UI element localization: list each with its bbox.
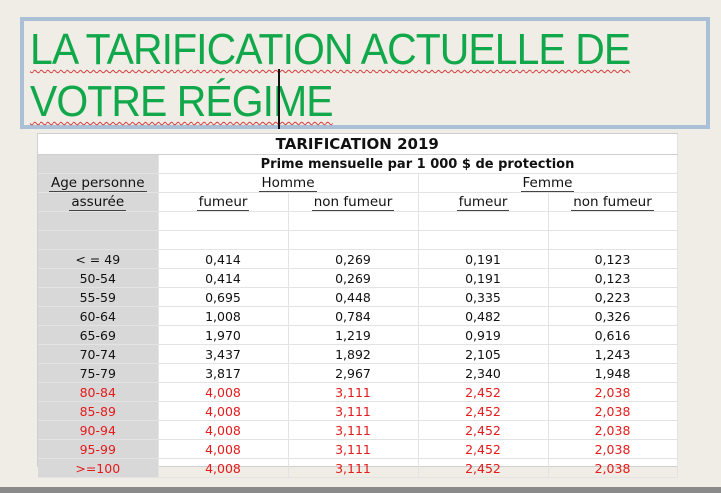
table-title: TARIFICATION 2019 — [38, 134, 678, 155]
text-cursor — [278, 69, 280, 129]
femme-fumeur-cell: 2,452 — [418, 439, 549, 459]
homme-fumeur-cell: 4,008 — [158, 458, 289, 478]
homme-non-fumeur-cell: 3,111 — [288, 439, 419, 459]
age-cell: 50-54 — [38, 268, 159, 288]
homme-fumeur-cell: 4,008 — [158, 439, 289, 459]
age-cell: 60-64 — [38, 306, 159, 326]
homme-non-fumeur-cell: 3,111 — [288, 382, 419, 402]
femme-non-fumeur-cell: 2,038 — [548, 439, 678, 459]
table-subtitle: Prime mensuelle par 1 000 $ de protectio… — [158, 154, 678, 174]
age-cell: 70-74 — [38, 344, 159, 364]
table-body: < = 49 0,414 0,269 0,191 0,123 50-54 0,414 0,26… — [38, 211, 678, 478]
femme-fumeur-cell: 0,919 — [418, 325, 549, 345]
col-header-homme-non-fumeur: non fumeur — [288, 192, 419, 212]
table-row: >=100 4,008 3,111 2,452 2,038 — [38, 458, 678, 478]
age-col-blank — [38, 154, 159, 174]
table-row: 55-59 0,695 0,448 0,335 0,223 — [38, 287, 678, 307]
homme-non-fumeur-cell: 2,967 — [288, 363, 419, 383]
homme-fumeur-cell: 3,817 — [158, 363, 289, 383]
femme-non-fumeur-cell: 2,038 — [548, 401, 678, 421]
homme-fumeur-cell: 1,008 — [158, 306, 289, 326]
age-cell: < = 49 — [38, 249, 159, 269]
table-row: 65-69 1,970 1,219 0,919 0,616 — [38, 325, 678, 345]
femme-non-fumeur-cell: 2,038 — [548, 420, 678, 440]
rates-table[interactable]: TARIFICATION 2019 Prime mensuelle par 1 … — [37, 133, 678, 478]
homme-fumeur-cell: 0,414 — [158, 268, 289, 288]
femme-fumeur-cell: 0,191 — [418, 249, 549, 269]
femme-non-fumeur-cell: 1,948 — [548, 363, 678, 383]
age-cell: >=100 — [38, 458, 159, 478]
table-row: 70-74 3,437 1,892 2,105 1,243 — [38, 344, 678, 364]
homme-fumeur-cell: 3,437 — [158, 344, 289, 364]
age-cell: 65-69 — [38, 325, 159, 345]
homme-non-fumeur-cell: 1,219 — [288, 325, 419, 345]
slide-title-textbox[interactable]: LA TARIFICATION ACTUELLE DE VOTRE RÉGIME — [20, 17, 710, 129]
age-cell: 95-99 — [38, 439, 159, 459]
homme-non-fumeur-cell: 1,892 — [288, 344, 419, 364]
table-row: 75-79 3,817 2,967 2,340 1,948 — [38, 363, 678, 383]
femme-fumeur-cell: 0,191 — [418, 268, 549, 288]
title-line-1-text: LA TARIFICATION ACTUELLE DE — [30, 25, 631, 74]
table-row: 95-99 4,008 3,111 2,452 2,038 — [38, 439, 678, 459]
age-header-line-1: Age personne — [38, 173, 159, 193]
window-bottom-edge — [0, 487, 721, 493]
homme-non-fumeur-cell: 3,111 — [288, 420, 419, 440]
femme-non-fumeur-cell: 0,123 — [548, 268, 678, 288]
femme-fumeur-cell: 2,105 — [418, 344, 549, 364]
table-row: 80-84 4,008 3,111 2,452 2,038 — [38, 382, 678, 402]
age-cell: 75-79 — [38, 363, 159, 383]
age-cell: 90-94 — [38, 420, 159, 440]
homme-fumeur-cell: 4,008 — [158, 401, 289, 421]
femme-fumeur-cell: 2,452 — [418, 382, 549, 402]
femme-fumeur-cell: 2,452 — [418, 401, 549, 421]
femme-non-fumeur-cell: 0,616 — [548, 325, 678, 345]
femme-fumeur-cell: 2,452 — [418, 420, 549, 440]
group-header-homme: Homme — [158, 173, 419, 193]
col-header-femme-non-fumeur: non fumeur — [548, 192, 678, 212]
femme-non-fumeur-cell: 2,038 — [548, 382, 678, 402]
table-row: < = 49 0,414 0,269 0,191 0,123 — [38, 249, 678, 269]
group-header-femme: Femme — [418, 173, 678, 193]
homme-non-fumeur-cell: 3,111 — [288, 401, 419, 421]
homme-fumeur-cell: 4,008 — [158, 382, 289, 402]
homme-non-fumeur-cell: 0,269 — [288, 268, 419, 288]
femme-non-fumeur-cell: 0,223 — [548, 287, 678, 307]
table-row: 90-94 4,008 3,111 2,452 2,038 — [38, 420, 678, 440]
femme-non-fumeur-cell: 2,038 — [548, 458, 678, 478]
femme-fumeur-cell: 0,482 — [418, 306, 549, 326]
blank-row — [38, 230, 678, 250]
table-row: 60-64 1,008 0,784 0,482 0,326 — [38, 306, 678, 326]
homme-fumeur-cell: 4,008 — [158, 420, 289, 440]
title-line-2-text: VOTRE RÉGIME — [30, 77, 334, 126]
homme-fumeur-cell: 0,695 — [158, 287, 289, 307]
col-header-femme-fumeur: fumeur — [418, 192, 549, 212]
femme-non-fumeur-cell: 0,123 — [548, 249, 678, 269]
homme-non-fumeur-cell: 0,784 — [288, 306, 419, 326]
homme-fumeur-cell: 0,414 — [158, 249, 289, 269]
table-row: 50-54 0,414 0,269 0,191 0,123 — [38, 268, 678, 288]
slide-title-line-1: LA TARIFICATION ACTUELLE DE — [30, 25, 631, 74]
blank-row — [38, 211, 678, 231]
femme-non-fumeur-cell: 1,243 — [548, 344, 678, 364]
age-cell: 85-89 — [38, 401, 159, 421]
slide-title-line-2: VOTRE RÉGIME — [30, 77, 334, 126]
age-cell: 55-59 — [38, 287, 159, 307]
femme-fumeur-cell: 2,452 — [418, 458, 549, 478]
col-header-homme-fumeur: fumeur — [158, 192, 289, 212]
femme-non-fumeur-cell: 0,326 — [548, 306, 678, 326]
homme-fumeur-cell: 1,970 — [158, 325, 289, 345]
homme-non-fumeur-cell: 0,269 — [288, 249, 419, 269]
homme-non-fumeur-cell: 0,448 — [288, 287, 419, 307]
homme-non-fumeur-cell: 3,111 — [288, 458, 419, 478]
age-header-line-2: assurée — [38, 192, 159, 212]
femme-fumeur-cell: 0,335 — [418, 287, 549, 307]
femme-fumeur-cell: 2,340 — [418, 363, 549, 383]
table-row: 85-89 4,008 3,111 2,452 2,038 — [38, 401, 678, 421]
age-cell: 80-84 — [38, 382, 159, 402]
